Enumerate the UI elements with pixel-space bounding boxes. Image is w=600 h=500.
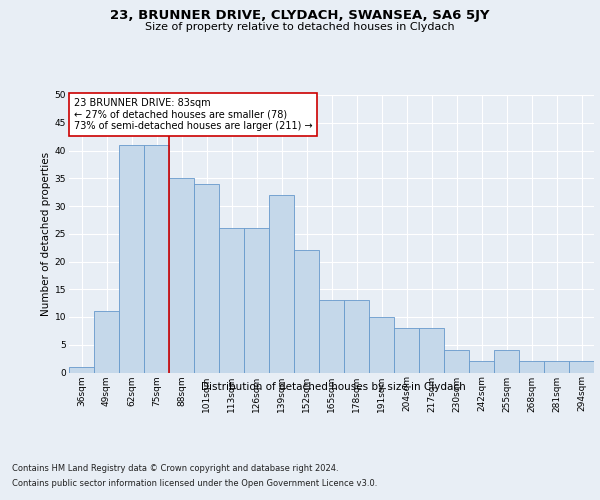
Text: Distribution of detached houses by size in Clydach: Distribution of detached houses by size … (200, 382, 466, 392)
Bar (269, 195, 294, 372)
Text: Contains HM Land Registry data © Crown copyright and database right 2024.: Contains HM Land Registry data © Crown c… (12, 464, 338, 473)
Bar (69, 367, 94, 372)
Bar (369, 317, 394, 372)
Bar (494, 350, 519, 372)
Bar (144, 145, 169, 372)
Text: 23, BRUNNER DRIVE, CLYDACH, SWANSEA, SA6 5JY: 23, BRUNNER DRIVE, CLYDACH, SWANSEA, SA6… (110, 9, 490, 22)
Text: 23 BRUNNER DRIVE: 83sqm
← 27% of detached houses are smaller (78)
73% of semi-de: 23 BRUNNER DRIVE: 83sqm ← 27% of detache… (74, 98, 313, 131)
Bar (344, 300, 369, 372)
Text: Contains public sector information licensed under the Open Government Licence v3: Contains public sector information licen… (12, 479, 377, 488)
Bar (544, 362, 569, 372)
Bar (319, 300, 344, 372)
Y-axis label: Number of detached properties: Number of detached properties (41, 152, 50, 316)
Bar (94, 312, 119, 372)
Bar (194, 184, 219, 372)
Bar (444, 350, 469, 372)
Bar (419, 328, 444, 372)
Bar (569, 362, 594, 372)
Bar (394, 328, 419, 372)
Text: Size of property relative to detached houses in Clydach: Size of property relative to detached ho… (145, 22, 455, 32)
Bar (119, 145, 144, 372)
Bar (169, 178, 194, 372)
Bar (244, 228, 269, 372)
Bar (294, 250, 319, 372)
Bar (469, 362, 494, 372)
Bar (219, 228, 244, 372)
Bar (519, 362, 544, 372)
